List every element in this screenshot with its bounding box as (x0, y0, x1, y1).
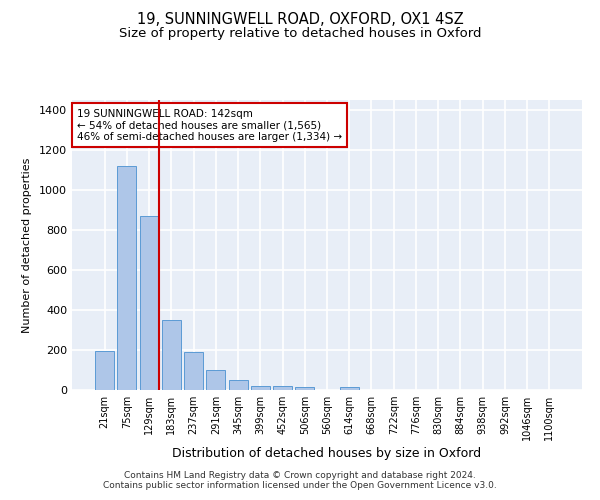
X-axis label: Distribution of detached houses by size in Oxford: Distribution of detached houses by size … (172, 447, 482, 460)
Bar (184, 352, 203, 390)
Bar (140, 216, 158, 390)
Bar (95, 351, 114, 390)
Bar (251, 386, 270, 390)
Bar (206, 370, 225, 390)
Text: 19, SUNNINGWELL ROAD, OXFORD, OX1 4SZ: 19, SUNNINGWELL ROAD, OXFORD, OX1 4SZ (137, 12, 463, 28)
Bar (295, 386, 314, 390)
Text: 19 SUNNINGWELL ROAD: 142sqm
← 54% of detached houses are smaller (1,565)
46% of : 19 SUNNINGWELL ROAD: 142sqm ← 54% of det… (77, 108, 342, 142)
Bar (229, 380, 248, 390)
Bar (118, 166, 136, 390)
Bar (340, 387, 359, 390)
Bar (162, 320, 181, 390)
Text: Size of property relative to detached houses in Oxford: Size of property relative to detached ho… (119, 28, 481, 40)
Text: Contains HM Land Registry data © Crown copyright and database right 2024.
Contai: Contains HM Land Registry data © Crown c… (103, 470, 497, 490)
Y-axis label: Number of detached properties: Number of detached properties (22, 158, 32, 332)
Bar (273, 386, 292, 390)
